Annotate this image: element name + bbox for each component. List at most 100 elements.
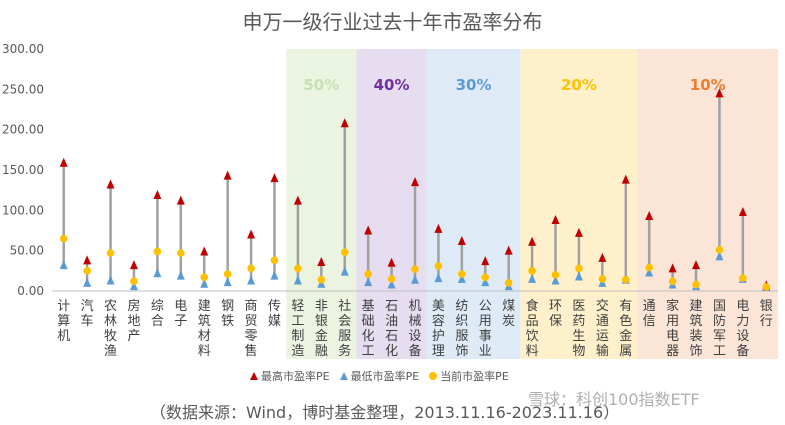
triangle-marker-icon <box>339 372 348 380</box>
current-marker-28 <box>715 246 724 254</box>
category-label-28: 国防军工 <box>713 299 726 359</box>
min-marker-10 <box>293 275 302 285</box>
circle-marker-icon <box>429 372 438 380</box>
current-marker-17 <box>458 270 466 278</box>
category-label-15: 机械设备 <box>408 299 421 359</box>
y-tick-label-4: 200.00 <box>2 123 44 137</box>
current-marker-9 <box>270 256 279 265</box>
max-marker-0 <box>59 157 68 167</box>
current-marker-23 <box>598 275 607 283</box>
current-marker-18 <box>481 273 490 282</box>
category-label-4: 综合 <box>151 299 164 329</box>
category-label-11: 非银金融 <box>315 299 328 359</box>
category-label-23: 交通运输 <box>596 298 609 359</box>
max-marker-13 <box>364 225 373 235</box>
y-tick-label-3: 150.00 <box>2 163 44 177</box>
triangle-marker-icon <box>250 372 258 380</box>
max-marker-20 <box>528 236 537 246</box>
category-label-18: 公用事业 <box>479 299 492 359</box>
category-label-1: 汽车 <box>81 299 94 329</box>
category-label-22: 医药生物 <box>572 299 585 359</box>
max-marker-28 <box>715 88 724 98</box>
max-marker-29 <box>738 206 747 216</box>
category-label-29: 电力设备 <box>736 299 749 359</box>
max-marker-26 <box>668 263 677 273</box>
legend-label-min: 最低市盈率PE <box>350 370 420 383</box>
current-marker-24 <box>621 275 630 284</box>
category-label-17: 纺织服饰 <box>455 299 468 359</box>
min-marker-2 <box>106 275 115 285</box>
max-marker-18 <box>481 256 490 266</box>
min-marker-13 <box>364 277 373 287</box>
min-marker-22 <box>574 271 583 281</box>
min-marker-21 <box>551 275 560 285</box>
category-label-6: 建筑材料 <box>198 299 211 359</box>
y-tick-label-1: 50.00 <box>10 244 44 258</box>
category-label-0: 计算机 <box>57 299 70 344</box>
category-label-9: 传媒 <box>268 299 281 329</box>
category-label-21: 环保 <box>549 299 562 329</box>
band-label-0: 50% <box>303 76 339 94</box>
max-marker-17 <box>457 235 466 245</box>
chart-title: 申万一级行业过去十年市盈率分布 <box>242 10 543 34</box>
max-marker-21 <box>551 215 560 225</box>
band-3 <box>520 49 638 359</box>
min-marker-25 <box>645 267 654 277</box>
band-label-3: 20% <box>561 76 597 94</box>
category-label-27: 建筑装饰 <box>690 299 703 359</box>
band-4 <box>637 49 778 359</box>
current-marker-4 <box>153 247 162 256</box>
max-marker-4 <box>153 190 162 200</box>
category-label-26: 家用电器 <box>666 298 679 359</box>
max-marker-8 <box>247 229 256 239</box>
current-marker-19 <box>504 279 513 287</box>
category-label-8: 商贸零售 <box>245 299 258 359</box>
watermark: 雪球：科创100指数ETF <box>528 390 700 409</box>
min-marker-18 <box>481 277 490 287</box>
min-marker-20 <box>528 273 537 283</box>
current-marker-7 <box>223 270 232 278</box>
min-marker-17 <box>457 273 466 283</box>
y-tick-label-0: 0.00 <box>17 284 44 298</box>
legend-item-current: 当前市盈率PE <box>429 368 509 384</box>
category-label-10: 轻工制造 <box>291 299 304 359</box>
min-marker-0 <box>59 260 68 270</box>
min-marker-14 <box>387 279 396 289</box>
max-marker-19 <box>504 245 513 255</box>
current-marker-14 <box>387 275 396 283</box>
min-marker-12 <box>340 266 349 276</box>
max-marker-2 <box>106 179 115 189</box>
min-marker-3 <box>129 281 138 291</box>
current-marker-30 <box>762 283 771 291</box>
band-label-1: 40% <box>374 76 410 94</box>
min-marker-4 <box>153 268 162 278</box>
category-label-24: 有色金属 <box>619 299 632 359</box>
current-marker-6 <box>200 273 209 282</box>
current-marker-27 <box>692 280 700 289</box>
current-marker-0 <box>59 234 68 243</box>
current-marker-3 <box>130 277 138 286</box>
category-label-13: 基础化工 <box>362 299 375 359</box>
legend-item-min: 最低市盈率PE <box>339 368 420 384</box>
current-marker-29 <box>739 274 747 282</box>
legend-item-max: 最高市盈率PE <box>250 368 330 384</box>
current-marker-12 <box>340 248 349 257</box>
max-marker-24 <box>621 174 630 184</box>
category-label-14: 石油石化 <box>385 299 398 359</box>
max-marker-12 <box>340 118 349 128</box>
max-marker-10 <box>293 195 302 205</box>
category-label-12: 社会服务 <box>338 298 351 359</box>
band-2 <box>426 49 521 359</box>
band-label-4: 10% <box>690 76 726 94</box>
y-tick-label-5: 250.00 <box>2 82 44 96</box>
max-marker-15 <box>411 177 419 187</box>
max-marker-3 <box>129 260 138 270</box>
max-marker-9 <box>270 173 279 183</box>
max-marker-14 <box>387 257 396 267</box>
category-label-16: 美容护理 <box>432 299 445 359</box>
max-marker-27 <box>692 260 701 270</box>
current-marker-26 <box>668 277 677 286</box>
min-marker-7 <box>223 277 232 287</box>
category-label-7: 钢铁 <box>221 299 234 329</box>
current-marker-8 <box>247 264 255 273</box>
